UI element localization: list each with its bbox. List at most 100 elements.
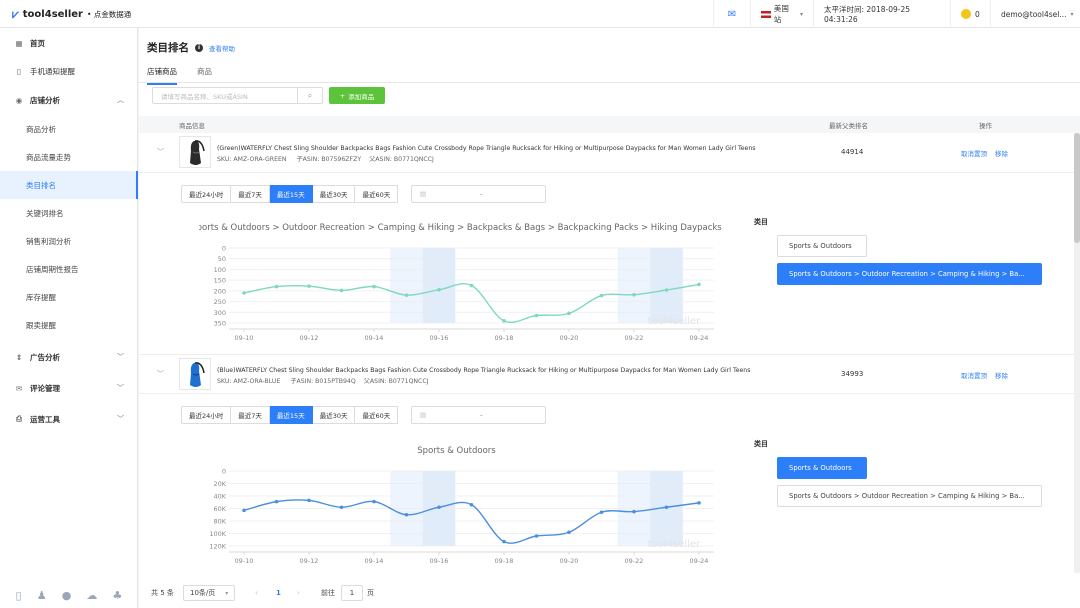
y-tick-label: 200 [214, 287, 226, 295]
help-link[interactable]: 查看帮助 [209, 44, 235, 53]
sidebar-item-keyword-rank[interactable]: 关键词排名 [0, 199, 138, 227]
chevron-down-icon[interactable]: ﹀ [157, 148, 164, 156]
range-15d-button[interactable]: 最近15天 [269, 406, 313, 424]
range-30d-button[interactable]: 最近30天 [312, 185, 356, 203]
range-30d-button[interactable]: 最近30天 [312, 406, 356, 424]
mobile-icon[interactable]: ▯ [15, 589, 22, 602]
unpin-link[interactable]: 取消置顶 [961, 150, 987, 158]
y-tick-label: 80K [213, 518, 226, 526]
group-icon[interactable]: ♣ [112, 589, 123, 602]
category-option-root[interactable]: Sports & Outdoors [777, 235, 867, 257]
sidebar-item-ad-analysis[interactable]: ⇕ 广告分析 ﹀ [0, 343, 138, 371]
category-option-leaf[interactable]: Sports & Outdoors > Outdoor Recreation >… [777, 485, 1042, 507]
data-point [339, 288, 344, 293]
data-point [664, 505, 669, 510]
tab-store-products[interactable]: 店铺商品 [147, 66, 177, 85]
x-tick-label: 09-16 [430, 334, 449, 342]
page-number-current[interactable]: 1 [276, 589, 281, 597]
chart-title: Sports & Outdoors > Outdoor Recreation >… [199, 223, 722, 233]
app-logo[interactable]: ⩗ tool4seller • 点金数据通 [12, 7, 131, 22]
range-24h-button[interactable]: 最近24小时 [181, 406, 232, 424]
sidebar-item-ops-tools[interactable]: ⎙ 运营工具 ﹀ [0, 405, 138, 433]
sidebar-item-periodic-report[interactable]: 店铺周期性报告 [0, 255, 138, 283]
range-60d-button[interactable]: 最近60天 [355, 406, 399, 424]
sidebar-item-review-management[interactable]: ✉ 评论管理 ﹀ [0, 374, 138, 402]
category-option-root[interactable]: Sports & Outdoors [777, 457, 867, 479]
range-60d-button[interactable]: 最近60天 [355, 185, 399, 203]
date-range-input[interactable]: ▤ - [411, 185, 546, 203]
prev-page-icon[interactable]: ‹ [255, 589, 258, 597]
category-label: 类目 [754, 440, 768, 448]
range-7d-button[interactable]: 最近7天 [231, 185, 270, 203]
category-option-leaf[interactable]: Sports & Outdoors > Outdoor Recreation >… [777, 263, 1042, 285]
sidebar-item-product-analysis[interactable]: 商品分析 [0, 115, 138, 143]
sidebar-item-traffic-trend[interactable]: 商品流量走势 [0, 143, 138, 171]
page-size-select[interactable]: 10条/页 ▾ [183, 585, 236, 601]
data-point [469, 283, 474, 288]
data-point [404, 293, 409, 297]
sidebar-item-label: 首页 [30, 38, 45, 48]
y-tick-label: 20K [213, 480, 226, 488]
unpin-link[interactable]: 取消置顶 [961, 372, 987, 380]
sidebar-item-label: 手机通知提醒 [30, 66, 75, 76]
watermark: tool4seller [648, 316, 701, 327]
sidebar-item-label: 类目排名 [26, 180, 56, 190]
sidebar-item-label: 商品流量走势 [26, 152, 71, 162]
table-header: 商品信息 最新父类排名 操作 [139, 116, 1080, 133]
range-24h-button[interactable]: 最近24小时 [181, 185, 232, 203]
y-tick-label: 150 [214, 277, 226, 285]
product-title[interactable]: (Blue)WATERFLY Chest Sling Shoulder Back… [217, 367, 751, 374]
search-button[interactable]: ⌕ [297, 88, 322, 103]
product-rank: 34993 [841, 370, 864, 378]
add-product-button[interactable]: + 添加商品 [329, 87, 385, 104]
sidebar-item-label: 广告分析 [30, 352, 60, 362]
data-point [697, 282, 701, 287]
wechat-icon[interactable]: ☁ [86, 589, 98, 602]
eye-icon: ◉ [15, 95, 23, 105]
data-point [372, 499, 376, 504]
sidebar-item-profit-analysis[interactable]: 销售利润分析 [0, 227, 138, 255]
remove-link[interactable]: 移除 [995, 150, 1008, 158]
header-product-info: 商品信息 [179, 122, 205, 130]
goto-value: 1 [349, 589, 355, 597]
sidebar-item-label: 跟卖提醒 [26, 320, 56, 330]
search-input[interactable]: 请填写商品名称、SKU或ASIN [161, 92, 248, 101]
coins-badge[interactable]: 0 [950, 0, 990, 28]
sidebar-item-inventory-alert[interactable]: 库存提醒 [0, 283, 138, 311]
data-point [567, 530, 571, 535]
y-tick-label: 60K [213, 505, 226, 513]
user-icon[interactable]: ● [61, 589, 72, 602]
chevron-down-icon[interactable]: ﹀ [157, 370, 164, 378]
product-parent-asin: 父ASIN: B0771QNCCJ [369, 156, 434, 163]
data-point [437, 505, 441, 510]
product-title[interactable]: (Green)WATERFLY Chest Sling Shoulder Bac… [217, 145, 756, 152]
marketplace-select[interactable]: 美国站 ▾ [750, 0, 813, 28]
range-15d-button[interactable]: 最近15天 [269, 185, 313, 203]
mail-button[interactable]: ✉ [713, 0, 750, 28]
sidebar-item-hijack-alert[interactable]: 跟卖提醒 [0, 311, 138, 339]
product-sku: SKU: AMZ-ORA-BLUE [217, 378, 281, 385]
user-menu[interactable]: demo@tool4sel... ▾ [990, 0, 1080, 28]
date-range-input[interactable]: ▤ - [411, 406, 546, 424]
y-tick-label: 300 [214, 309, 226, 317]
mail-icon: ✉ [15, 383, 23, 393]
sidebar-item-mobile-alerts[interactable]: ▯ 手机通知提醒 [0, 57, 138, 85]
logo-icon: ⩗ [12, 7, 19, 21]
y-tick-label: 40K [213, 493, 226, 501]
plus-icon: + [339, 91, 346, 100]
x-tick-label: 09-16 [430, 557, 449, 565]
qq-icon[interactable]: ♟ [36, 589, 47, 602]
sidebar-item-store-analysis[interactable]: ◉ 店铺分析 ︿ [0, 86, 138, 114]
sidebar-item-category-rank[interactable]: 类目排名 [0, 171, 138, 199]
category-label: 类目 [754, 218, 768, 226]
goto-input[interactable]: 1 [341, 585, 363, 601]
chevron-down-icon: ▾ [225, 589, 229, 597]
range-7d-button[interactable]: 最近7天 [231, 406, 270, 424]
next-page-icon[interactable]: › [297, 589, 300, 597]
data-point [469, 502, 474, 507]
scrollbar-thumb[interactable] [1074, 133, 1080, 243]
sidebar-item-home[interactable]: ▦ 首页 [0, 29, 138, 57]
remove-link[interactable]: 移除 [995, 372, 1008, 380]
scrollbar-track[interactable] [1074, 133, 1080, 573]
tab-products[interactable]: 商品 [197, 67, 212, 76]
